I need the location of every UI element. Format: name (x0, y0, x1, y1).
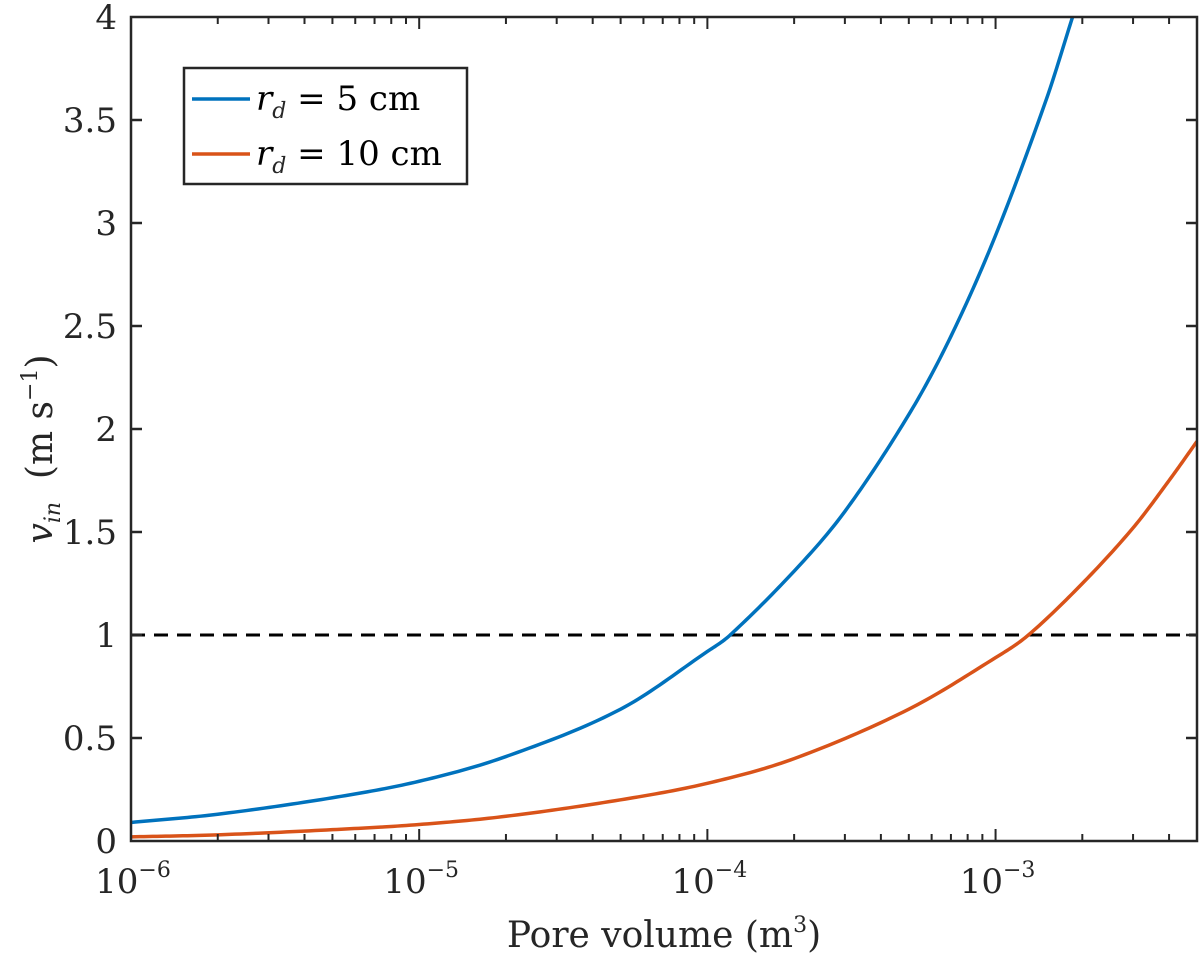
x-axis-label-text: Pore volume (m (507, 915, 793, 956)
legend-var: r (256, 79, 274, 119)
legend-var: r (256, 134, 274, 174)
legend-label-1: rd = 5 cm (256, 79, 420, 124)
y-axis-label-sub: in (41, 502, 66, 523)
x-tick-label: 10−5 (383, 858, 459, 902)
legend-rest: = 5 cm (286, 79, 420, 119)
x-tick-exponent: −4 (715, 858, 747, 883)
legend-box (182, 66, 469, 186)
y-tick-label: 2 (95, 410, 117, 450)
series-line-1 (131, 17, 1075, 825)
y-axis-label: vin (m s−1) (18, 354, 66, 543)
legend-sub: d (272, 99, 286, 124)
x-tick-label: 10−6 (95, 858, 171, 902)
legend-rest: = 10 cm (286, 134, 441, 174)
y-tick-label: 2.5 (63, 307, 117, 347)
x-tick-exponent: −3 (1003, 858, 1035, 883)
series-layer (131, 17, 1197, 839)
y-axis-label-sup: −1 (18, 369, 43, 401)
legend-label-2: rd = 10 cm (256, 134, 442, 179)
y-tick-label: 1 (95, 616, 117, 656)
y-tick-label: 0 (95, 822, 117, 862)
y-axis-label-close: ) (20, 354, 61, 368)
series-line-2 (131, 440, 1197, 839)
x-axis-label: Pore volume (m3) (507, 913, 821, 956)
x-axis-label-close: ) (807, 915, 821, 956)
y-axis-label-var: v (20, 523, 61, 543)
x-axis-label-sup: 3 (793, 913, 807, 938)
x-tick-base: 10 (383, 862, 426, 902)
x-tick-base: 10 (95, 862, 138, 902)
x-tick-label: 10−4 (672, 858, 748, 902)
axes-layer (129, 15, 1199, 843)
x-tick-base: 10 (960, 862, 1003, 902)
y-axis-label-units: (m s (20, 401, 61, 502)
x-tick-exponent: −5 (427, 858, 459, 883)
x-tick-label: 10−3 (960, 858, 1036, 902)
y-tick-label: 0.5 (63, 719, 117, 759)
y-tick-label: 4 (95, 0, 117, 38)
y-tick-label: 1.5 (63, 513, 117, 553)
y-tick-label: 3 (95, 204, 117, 244)
y-tick-label: 3.5 (63, 101, 117, 141)
x-tick-base: 10 (672, 862, 715, 902)
legend-sub: d (272, 154, 286, 179)
x-tick-exponent: −6 (138, 858, 170, 883)
